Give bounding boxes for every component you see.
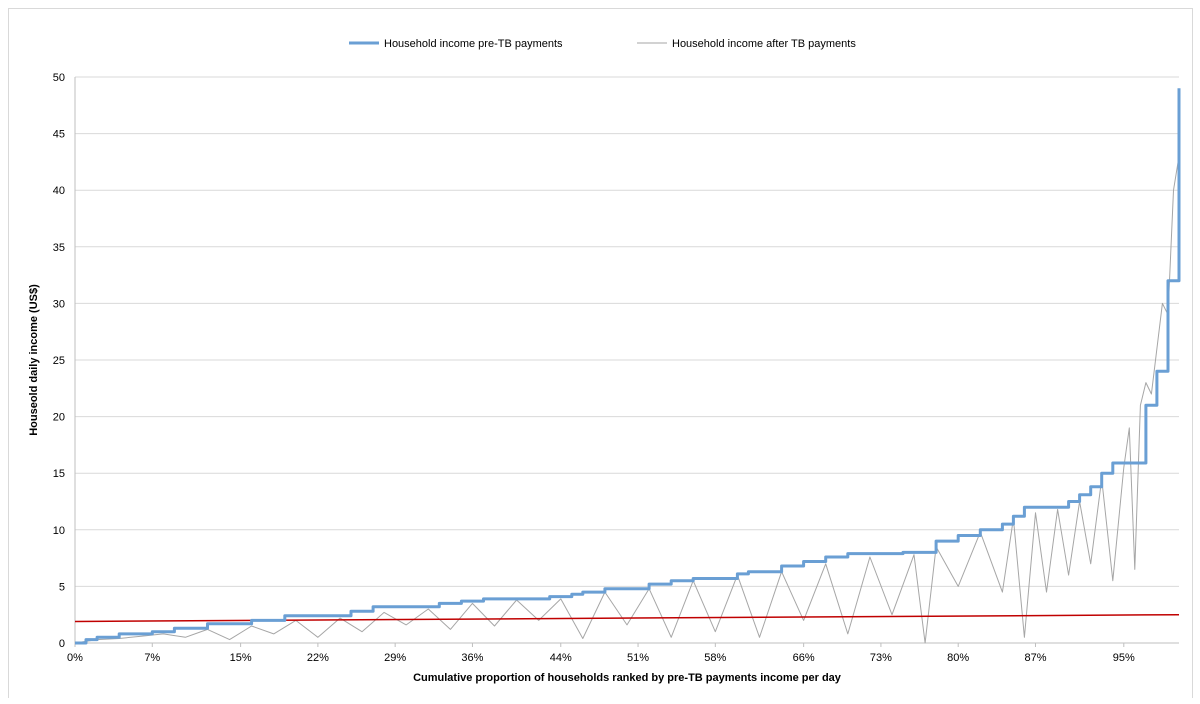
series-line-1 [74,156,1180,644]
x-tick-label: 44% [550,652,572,664]
series-group [74,88,1181,645]
x-tick-label: 0% [67,652,83,664]
x-tick-label: 29% [384,652,406,664]
y-tick-label: 45 [53,129,65,141]
x-tick-label: 95% [1113,652,1135,664]
x-tick-label: 15% [230,652,252,664]
grid-lines [74,76,1179,644]
y-tick-label: 0 [59,638,65,650]
y-tick-label: 35 [53,242,65,254]
x-axis-ticks: 0% 7% 15% 22% 29% 36% 44% 51% 58% 66% 73% 80% 87% 95% [67,643,1135,664]
y-tick-label: 20 [53,412,65,424]
series-line-0 [75,88,1181,645]
x-tick-label: 73% [870,652,892,664]
y-tick-label: 15 [53,468,65,480]
y-tick-label: 5 [59,581,65,593]
y-tick-label: 40 [53,185,65,197]
income-line-chart: Household income pre-TB payments Househol… [28,38,1181,684]
legend-label: Household income after TB payments [672,38,856,50]
x-tick-label: 51% [627,652,649,664]
legend: Household income pre-TB payments Househol… [349,38,856,50]
x-tick-label: 80% [947,652,969,664]
legend-label: Household income pre-TB payments [384,38,563,50]
x-tick-label: 22% [307,652,329,664]
chart-frame: Household income pre-TB payments Househol… [8,8,1193,698]
x-tick-label: 36% [461,652,483,664]
series-line-2 [74,613,1180,623]
x-axis-title: Cumulative proportion of households rank… [413,672,842,684]
x-tick-label: 58% [704,652,726,664]
y-axis-title: Houseold daily income (US$) [28,284,40,436]
x-tick-label: 7% [144,652,160,664]
y-tick-label: 10 [53,525,65,537]
y-tick-label: 50 [53,72,65,84]
y-axis-ticks: 0 5 10 15 20 25 30 35 40 45 50 [53,72,65,650]
x-tick-label: 66% [793,652,815,664]
x-tick-label: 87% [1024,652,1046,664]
y-tick-label: 25 [53,355,65,367]
y-tick-label: 30 [53,298,65,310]
